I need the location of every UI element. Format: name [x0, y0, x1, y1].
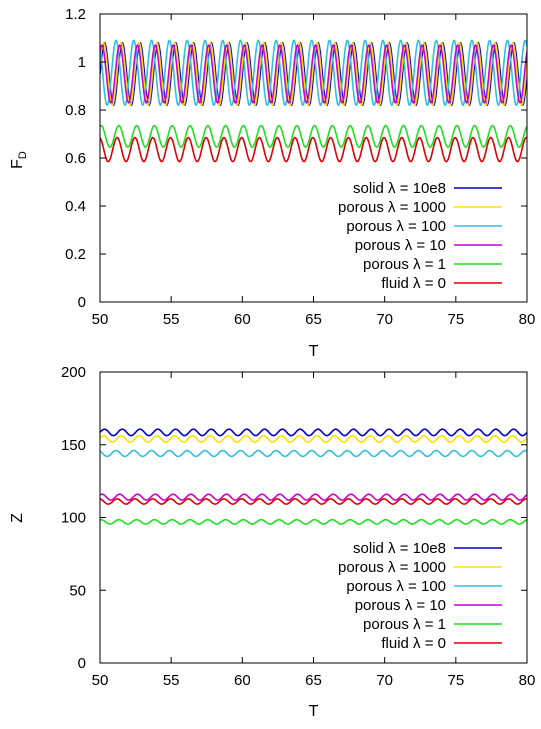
legend-label: solid λ = 10e8 — [353, 180, 446, 197]
legend-label: porous λ = 1000 — [338, 559, 446, 576]
y-tick-label: 1 — [78, 54, 86, 71]
series-line-4 — [100, 44, 527, 104]
x-tick-label: 50 — [92, 311, 109, 328]
series-line-1 — [100, 428, 527, 437]
x-tick-label: 55 — [163, 672, 180, 689]
series-line-1 — [100, 42, 527, 106]
y-tick-label: 0.6 — [65, 150, 86, 167]
x-tick-label: 60 — [234, 672, 251, 689]
series-group — [100, 39, 527, 163]
legend-label: fluid λ = 0 — [381, 275, 446, 292]
y-tick-label: 0 — [78, 294, 86, 311]
legend-label: fluid λ = 0 — [381, 635, 446, 652]
legend-label: porous λ = 1000 — [338, 199, 446, 216]
y-tick-label: 50 — [69, 582, 86, 599]
series-line-6 — [100, 136, 527, 163]
x-tick-label: 70 — [376, 672, 393, 689]
y-tick-label: 0.2 — [65, 246, 86, 263]
series-line-3 — [100, 449, 527, 458]
series-line-2 — [100, 434, 527, 443]
legend: solid λ = 10e8 porous λ = 1000 porous λ = … — [338, 540, 502, 652]
series-line-2 — [100, 41, 527, 107]
x-tick-label: 55 — [163, 311, 180, 328]
y-tick-label: 0 — [78, 655, 86, 672]
series-line-3 — [100, 39, 527, 107]
x-tick-label: 70 — [376, 311, 393, 328]
series-line-5 — [100, 124, 527, 149]
x-tick-label: 50 — [92, 672, 109, 689]
legend: solid λ = 10e8 porous λ = 1000 porous λ = … — [338, 180, 502, 292]
x-tick-label: 65 — [305, 672, 322, 689]
y-tick-label: 0.4 — [65, 198, 86, 215]
chart-panel-1: 50 55 60 65 70 75 80 0 0.2 0.4 0.6 0.8 1 1.2 T FD solid … — [9, 6, 535, 360]
series-group — [100, 428, 527, 525]
legend-label: porous λ = 10 — [355, 597, 446, 614]
x-tick-label: 60 — [234, 311, 251, 328]
x-axis-label: T — [309, 703, 319, 720]
x-tick-label: 65 — [305, 311, 322, 328]
legend-label: porous λ = 10 — [355, 237, 446, 254]
series-line-5 — [100, 518, 527, 525]
plot-frame — [99, 371, 528, 664]
x-tick-label: 75 — [447, 672, 464, 689]
legend-label: porous λ = 100 — [346, 578, 446, 595]
x-tick-label: 75 — [447, 311, 464, 328]
series-line-4 — [100, 493, 527, 501]
y-tick-label: 100 — [61, 510, 86, 527]
y-axis-label: Z — [9, 513, 26, 523]
y-tick-label: 1.2 — [65, 6, 86, 23]
x-tick-label: 80 — [519, 672, 536, 689]
y-tick-label: 150 — [61, 437, 86, 454]
y-tick-label: 200 — [61, 364, 86, 381]
legend-label: porous λ = 1 — [363, 616, 446, 633]
legend-label: porous λ = 100 — [346, 218, 446, 235]
x-axis-label: T — [309, 343, 319, 360]
x-tick-label: 80 — [519, 311, 536, 328]
series-line-6 — [100, 498, 527, 505]
y-axis-label: FD — [9, 151, 29, 169]
legend-label: porous λ = 1 — [363, 256, 446, 273]
legend-label: solid λ = 10e8 — [353, 540, 446, 557]
y-tick-label: 0.8 — [65, 102, 86, 119]
